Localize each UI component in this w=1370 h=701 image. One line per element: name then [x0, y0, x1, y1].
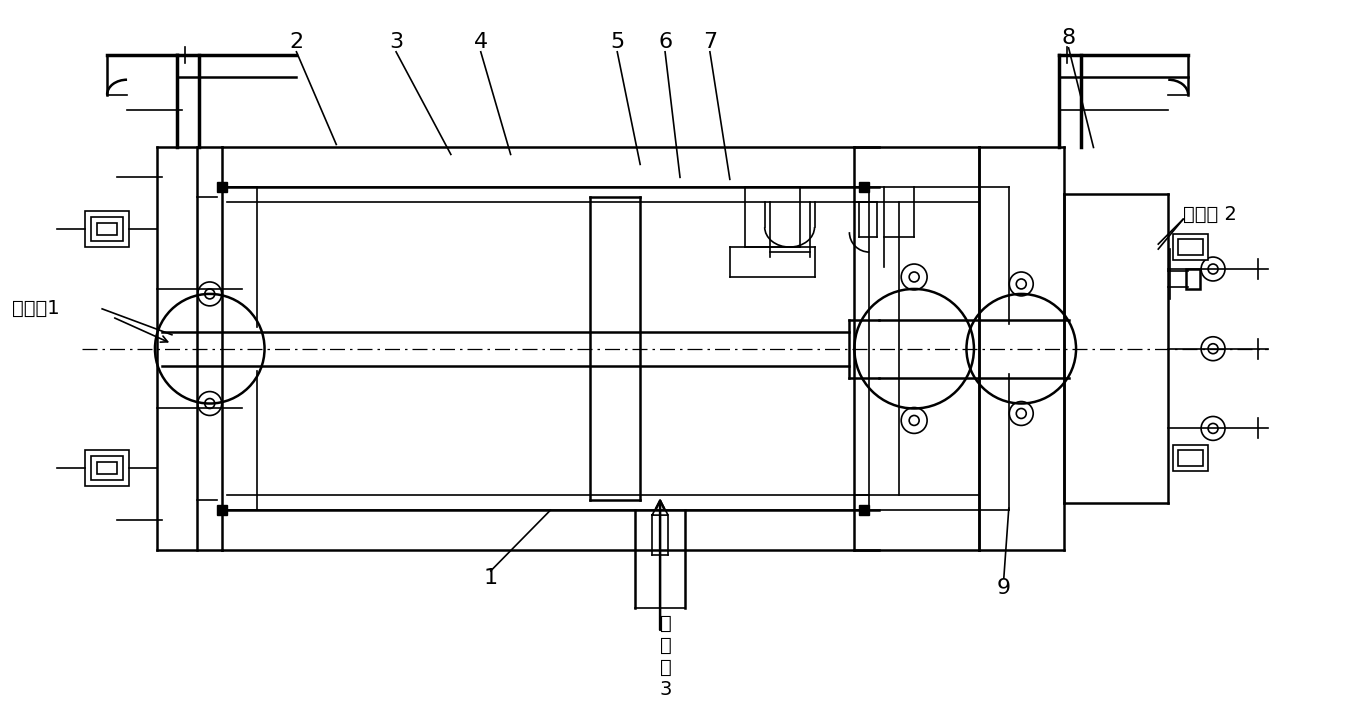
Bar	[216, 505, 226, 515]
Bar	[97, 223, 116, 235]
Bar	[1186, 269, 1200, 289]
Text: 气: 气	[660, 636, 671, 655]
Text: 2: 2	[289, 32, 304, 52]
Text: 进气孔 2: 进气孔 2	[1184, 205, 1237, 224]
Bar	[92, 456, 123, 480]
Text: 3: 3	[389, 32, 403, 52]
Bar	[1173, 234, 1208, 260]
Text: 3: 3	[660, 680, 673, 699]
Bar	[859, 182, 870, 192]
Text: 进气孔1: 进气孔1	[12, 299, 60, 318]
Bar	[92, 217, 123, 241]
Text: 孔: 孔	[660, 658, 671, 677]
Bar	[85, 450, 129, 486]
Text: 6: 6	[658, 32, 673, 52]
Text: 9: 9	[997, 578, 1011, 598]
Text: 8: 8	[1062, 28, 1075, 48]
Bar	[859, 505, 870, 515]
Text: 5: 5	[610, 32, 625, 52]
Bar	[85, 211, 129, 247]
Bar	[1178, 450, 1203, 466]
Text: 4: 4	[474, 32, 488, 52]
Bar	[97, 462, 116, 475]
Text: 7: 7	[703, 32, 717, 52]
Bar	[1173, 445, 1208, 471]
Text: 进: 进	[660, 614, 671, 633]
Text: 1: 1	[484, 568, 497, 588]
Bar	[1178, 239, 1203, 255]
Bar	[216, 182, 226, 192]
